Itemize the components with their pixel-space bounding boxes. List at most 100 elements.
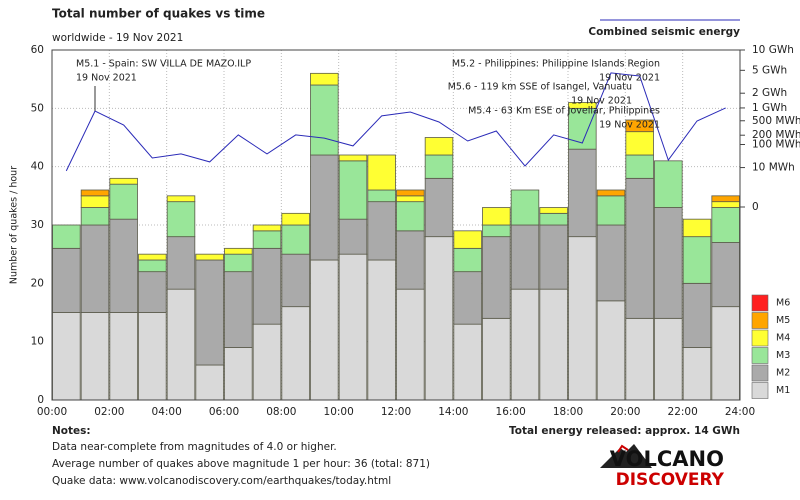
x-tick-label: 04:00 (152, 406, 182, 418)
bar-segment (682, 236, 712, 284)
x-tick-label: 10:00 (324, 406, 354, 418)
bar-segment (539, 288, 568, 401)
annotation: M5.6 - 119 km SSE of Isangel, Vanuatu (448, 82, 632, 93)
bar-segment (682, 347, 712, 401)
bar-segment (109, 183, 138, 220)
y2-tick-label: 10 GWh (752, 44, 794, 56)
bar-segment (338, 154, 368, 162)
x-tick-label: 22:00 (668, 406, 698, 418)
x-tick-label: 16:00 (496, 406, 526, 418)
bar-segment (453, 323, 482, 401)
bar-segment (310, 72, 339, 86)
bar-segment (367, 259, 396, 401)
annotation: M5.1 - Spain: SW VILLA DE MAZO.ILP (76, 59, 251, 70)
y2-tick-label: 0 (752, 201, 759, 213)
bar-segment (367, 201, 396, 261)
bar-segment (281, 224, 310, 255)
bar-segment (711, 195, 740, 203)
logo-icon (600, 444, 652, 468)
y-tick-label: 40 (31, 161, 44, 173)
bar-segment (224, 271, 253, 348)
bar-segment (281, 212, 310, 226)
y2-tick-label: 1 GWh (752, 102, 787, 114)
bar-segment (281, 253, 310, 308)
bar-segment (166, 288, 196, 401)
annotation-date: 19 Nov 2021 (599, 120, 660, 131)
y2-tick-label: 2 GWh (752, 87, 787, 99)
bar-segment (109, 312, 138, 401)
bar-segment (224, 347, 253, 401)
bar-segment (396, 201, 425, 232)
bar-segment (482, 207, 511, 226)
y-axis-label: Number of quakes / hour (9, 166, 20, 284)
bar-segment (510, 288, 540, 401)
bar-segment (711, 306, 740, 401)
annotation: M5.4 - 63 Km ESE of Jovellar, Philippine… (468, 106, 660, 117)
energy-line (65, 72, 726, 172)
note: Data near-complete from magnitudes of 4.… (52, 441, 337, 453)
bar-segment (310, 84, 339, 156)
bar-segment (80, 207, 110, 226)
legend-swatch (751, 312, 769, 329)
y2-tick-label: 100 MWh (752, 138, 800, 150)
x-tick-label: 08:00 (266, 406, 296, 418)
y-tick-label: 10 (31, 336, 44, 348)
bar-segment (568, 148, 597, 238)
bar-segment (453, 230, 482, 249)
annotation-date: 19 Nov 2021 (76, 73, 137, 84)
legend-swatch (751, 347, 769, 364)
bar-segment (539, 207, 568, 214)
bar-segment (195, 259, 224, 366)
y2-tick-label: 500 MWh (752, 115, 800, 127)
bar-segment (396, 288, 425, 401)
legend-swatch (751, 382, 769, 399)
bar-segment (654, 207, 683, 319)
note: Quake data: www.volcanodiscovery.com/ear… (52, 475, 391, 487)
bar-segment (424, 154, 454, 179)
plot-frame (51, 49, 741, 401)
bar-segment (711, 242, 740, 308)
logo-icon (617, 444, 629, 453)
y-tick-label: 60 (31, 44, 44, 56)
bar-segment (80, 224, 110, 313)
bar-segment (396, 230, 425, 290)
bar-segment (166, 201, 196, 238)
legend-label: M5 (776, 315, 790, 326)
bar-segment (138, 312, 167, 401)
bar-segment (80, 189, 110, 197)
bar-segment (625, 177, 654, 319)
bar-segment (310, 259, 339, 401)
legend-swatch (751, 294, 769, 312)
bar-segment (424, 177, 454, 238)
y2-tick-label: 10 MWh (752, 162, 795, 174)
bar-segment (310, 154, 339, 261)
legend-swatch (751, 329, 769, 347)
bar-segment (80, 195, 110, 208)
bar-segment (195, 253, 224, 261)
total-energy: Total energy released: approx. 14 GWh (509, 425, 740, 437)
bar-segment (367, 154, 396, 191)
bar-segment (138, 271, 167, 313)
annotation-date: 19 Nov 2021 (599, 73, 660, 84)
bar-segment (568, 236, 597, 401)
x-tick-label: 06:00 (209, 406, 239, 418)
bar-segment (596, 189, 626, 197)
chart-subtitle: worldwide - 19 Nov 2021 (52, 32, 183, 44)
legend-label: M1 (776, 385, 790, 396)
bar-segment (711, 201, 740, 208)
bar-segment (252, 247, 282, 325)
bar-segment (539, 212, 568, 226)
y2-tick-label: 5 GWh (752, 64, 787, 76)
legend-label: M6 (776, 298, 790, 309)
bar-segment (281, 306, 310, 401)
bar-segment (138, 259, 167, 273)
bar-segment (52, 312, 81, 401)
bar-segment (510, 224, 540, 290)
logo: VOLCANO DISCOVERY (600, 444, 725, 490)
bar-segment (424, 236, 454, 401)
notes-title: Notes: (52, 425, 91, 437)
legend-label: M4 (776, 333, 790, 344)
bar-segment (596, 195, 626, 226)
